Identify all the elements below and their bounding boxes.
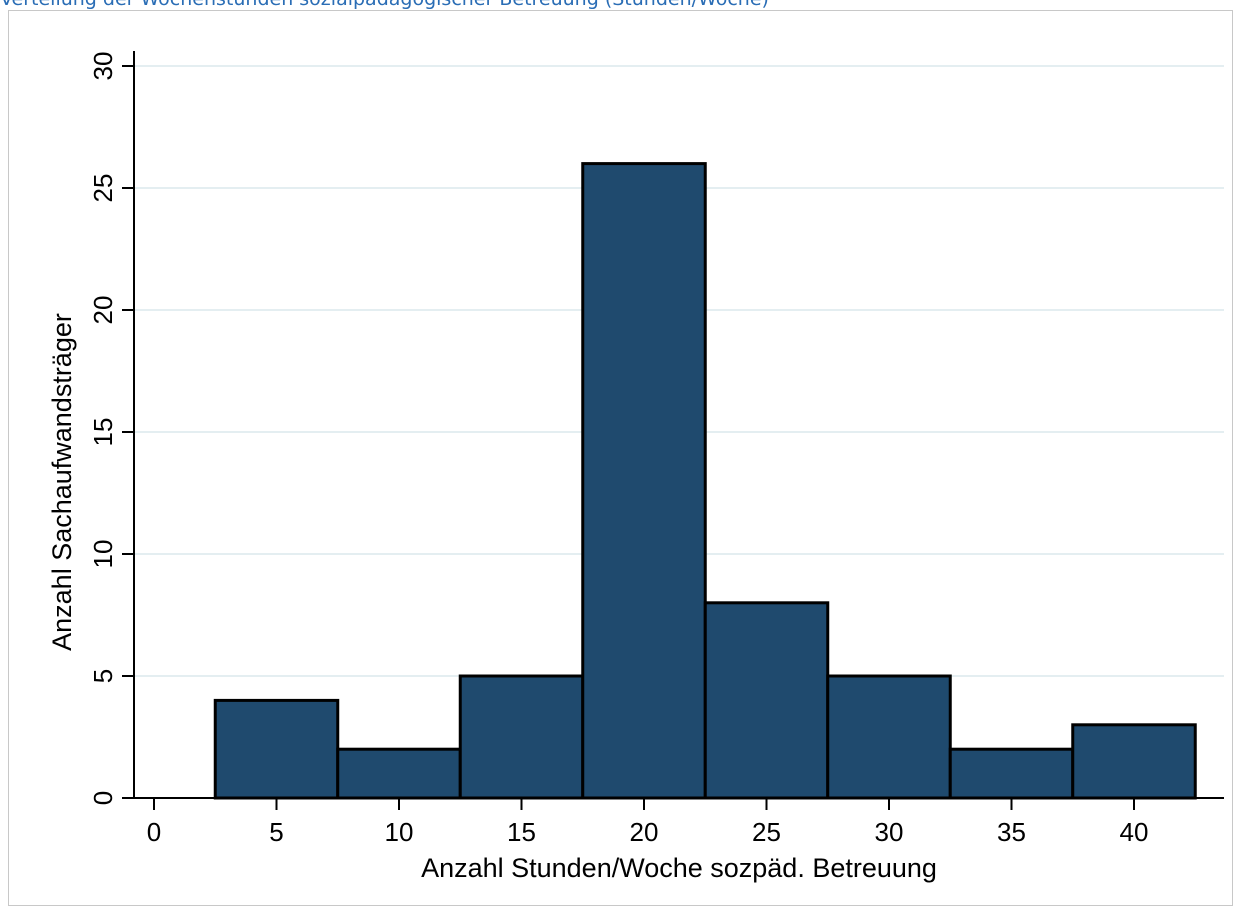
histogram-bar: [581, 162, 707, 800]
histogram-bar: [1071, 723, 1197, 800]
histogram-chart: 0 5 10 15 20 25 30 0 5 10 15 20 25 30 35 40 Anzahl Stun…: [47, 51, 1224, 883]
histogram-bar: [458, 674, 585, 800]
x-tick-label: 20: [630, 817, 659, 847]
histogram-bar: [213, 698, 340, 800]
x-tick-label: 30: [875, 817, 904, 847]
x-tick-label: 0: [147, 817, 161, 847]
histogram-bar: [948, 747, 1075, 800]
x-tick-label: 5: [269, 817, 283, 847]
y-tick-label: 15: [88, 418, 118, 447]
x-tick-label: 10: [385, 817, 414, 847]
histogram-bar: [703, 601, 830, 800]
x-tick-label: 25: [752, 817, 781, 847]
histogram-bars: [213, 162, 1197, 800]
x-tick-label: 40: [1120, 817, 1149, 847]
document-caption: Verteilung der Wochenstunden sozialpädag…: [0, 0, 769, 10]
axes: 0 5 10 15 20 25 30 0 5 10 15 20 25 30 35 40: [88, 51, 1224, 847]
y-tick-label: 30: [88, 52, 118, 81]
y-tick-label: 25: [88, 174, 118, 203]
x-tick-label: 35: [997, 817, 1026, 847]
x-tick-label: 15: [507, 817, 536, 847]
y-tick-label: 5: [88, 669, 118, 683]
x-axis-title: Anzahl Stunden/Woche sozpäd. Betreuung: [421, 853, 937, 883]
y-tick-label: 20: [88, 296, 118, 325]
histogram-bar: [826, 674, 952, 800]
y-tick-label: 10: [88, 540, 118, 569]
y-axis-title: Anzahl Sachaufwandsträger: [47, 313, 77, 651]
histogram-bar: [336, 747, 462, 800]
y-tick-label: 0: [88, 791, 118, 805]
chart-frame: 0 5 10 15 20 25 30 0 5 10 15 20 25 30 35 40 Anzahl Stun…: [8, 10, 1233, 906]
